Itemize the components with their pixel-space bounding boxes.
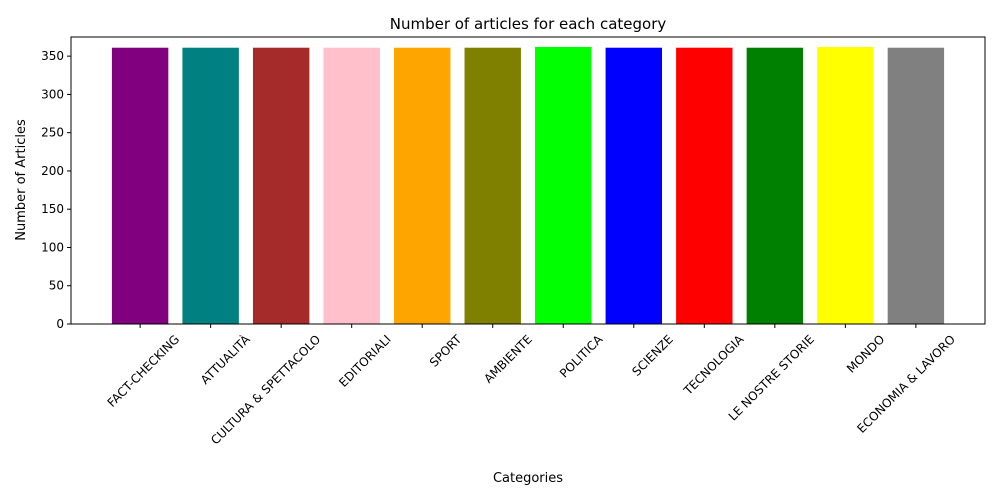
y-tick-label-250: 250 — [41, 126, 64, 140]
x-axis-label: Categories — [493, 471, 563, 486]
bar-0 — [111, 47, 169, 325]
x-tick-label-4: SPORT — [427, 332, 465, 370]
bar-1 — [182, 47, 239, 325]
bar-9 — [746, 47, 804, 325]
x-tick-label-3: EDITORIALI — [336, 332, 394, 390]
plot-frame — [70, 36, 986, 325]
bar-2 — [252, 47, 310, 325]
y-tick-label-50: 50 — [49, 279, 64, 293]
x-tick-label-8: TECNOLOGIA — [680, 332, 747, 399]
plot-area: 0 50 100 150 200 250 300 350 FACT-CHECKING ATTUAL… — [41, 36, 986, 447]
y-tick-label-150: 150 — [41, 202, 64, 216]
bar-4 — [394, 47, 451, 325]
y-axis-label: Number of Articles — [14, 119, 29, 241]
bar-6 — [535, 46, 592, 324]
bar-7 — [605, 47, 662, 325]
x-tick-label-0: FACT-CHECKING — [105, 332, 183, 410]
y-tick-label-100: 100 — [41, 240, 64, 254]
bar-8 — [676, 47, 733, 325]
y-tick-label-200: 200 — [41, 164, 64, 178]
y-tick-label-300: 300 — [41, 87, 64, 101]
bar-11 — [887, 47, 945, 325]
y-tick-label-0: 0 — [56, 317, 64, 331]
x-tick-label-1: ATTUALITÀ — [197, 331, 253, 387]
bar-10 — [817, 46, 874, 324]
y-tick-label-350: 350 — [41, 49, 64, 63]
chart-title: Number of articles for each category — [390, 15, 667, 33]
x-tick-label-7: SCIENZE — [629, 332, 676, 379]
x-tick-label-5: AMBIENTE — [481, 332, 535, 386]
x-tick-label-6: POLITICA — [557, 332, 606, 381]
bar-5 — [464, 47, 521, 325]
bar-3 — [323, 47, 380, 325]
x-tick-label-10: MONDO — [844, 332, 887, 375]
